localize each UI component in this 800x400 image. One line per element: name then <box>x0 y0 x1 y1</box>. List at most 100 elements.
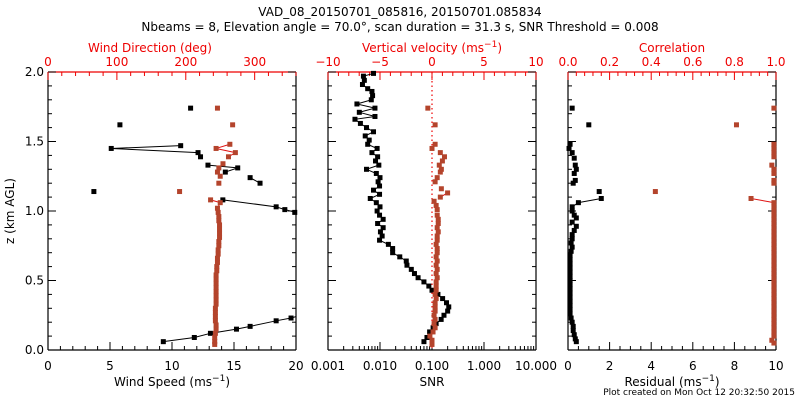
data-point <box>232 150 238 156</box>
data-point <box>273 318 279 324</box>
data-point <box>427 333 433 339</box>
figure-title: VAD_08_20150701_085816, 20150701.085834 <box>258 5 541 19</box>
data-point <box>424 334 430 340</box>
data-point <box>434 250 440 256</box>
x2-tick-label: −5 <box>371 55 389 69</box>
data-point <box>566 145 572 151</box>
y-axis-title: z (km AGL) <box>3 178 17 244</box>
data-point <box>212 339 218 345</box>
data-point <box>369 150 375 156</box>
data-point <box>567 261 573 267</box>
data-point <box>212 341 218 347</box>
data-point <box>215 251 221 257</box>
data-point <box>217 200 223 206</box>
data-point <box>371 187 377 193</box>
data-point <box>434 237 440 243</box>
data-point <box>377 183 383 189</box>
data-point <box>596 189 602 195</box>
panel-snr: 0.001 0.010 0.100 1.000 10.000 SNR −10 −5 0 5 10 Ve… <box>311 40 557 389</box>
x-tick-label: 6 <box>689 359 697 373</box>
data-point <box>569 236 575 242</box>
data-point <box>365 86 371 92</box>
data-point <box>377 237 383 243</box>
data-point <box>771 283 777 289</box>
x-axis-title: SNR <box>420 375 445 389</box>
x2-tick-label: 100 <box>105 55 128 69</box>
data-point <box>431 198 437 204</box>
data-point <box>213 297 219 303</box>
data-point <box>371 129 377 135</box>
data-point <box>354 101 360 107</box>
x2-tick-label: 0 <box>44 55 52 69</box>
data-point <box>771 237 777 243</box>
data-point <box>568 248 574 254</box>
data-point <box>216 165 222 171</box>
x-tick-label: 0 <box>564 359 572 373</box>
data-point <box>214 259 220 265</box>
series-segment <box>750 197 775 204</box>
data-point <box>359 82 365 88</box>
data-point <box>370 93 376 99</box>
data-point <box>771 225 777 231</box>
data-point <box>435 216 441 222</box>
data-point <box>360 73 366 79</box>
data-point <box>436 162 442 168</box>
data-point <box>177 189 183 195</box>
data-point <box>371 70 377 76</box>
data-point <box>374 208 380 214</box>
data-point <box>377 204 383 210</box>
x2-tick-label: 5 <box>480 55 488 69</box>
data-point <box>771 177 777 183</box>
data-point <box>432 122 438 128</box>
data-point <box>217 226 223 232</box>
data-point <box>212 318 218 324</box>
data-point <box>366 137 372 143</box>
data-point <box>212 305 218 311</box>
x2-axis-title: Correlation <box>639 41 705 55</box>
data-point <box>352 116 358 122</box>
data-point <box>771 154 777 160</box>
x2-tick-label: 10 <box>528 55 543 69</box>
data-point <box>567 278 573 283</box>
x2-tick-label: 0.8 <box>725 55 744 69</box>
data-point <box>569 208 575 214</box>
data-point <box>282 207 288 213</box>
data-point <box>379 233 385 239</box>
data-point <box>438 316 444 322</box>
data-point <box>573 339 579 345</box>
x-axis-title: Wind Speed (ms−1) <box>114 374 230 389</box>
data-point <box>571 170 577 176</box>
data-point <box>748 195 754 201</box>
data-point <box>362 133 368 139</box>
data-point <box>397 254 403 260</box>
series-vertical-velocity <box>425 105 451 347</box>
data-point <box>212 314 218 320</box>
data-point <box>439 158 445 164</box>
data-point <box>771 105 777 111</box>
data-point <box>771 316 777 322</box>
data-point <box>432 308 438 314</box>
data-point <box>569 319 575 325</box>
data-point <box>569 219 575 225</box>
data-point <box>117 122 123 128</box>
data-point <box>433 279 439 285</box>
data-point <box>771 304 777 310</box>
data-point <box>771 312 777 318</box>
data-point <box>429 287 435 293</box>
data-point <box>385 241 391 247</box>
data-point <box>213 284 219 290</box>
data-point <box>217 234 223 240</box>
data-point <box>771 340 777 346</box>
data-point <box>365 141 371 147</box>
data-point <box>377 229 383 235</box>
data-point <box>214 169 220 175</box>
data-point <box>435 221 441 227</box>
data-point <box>569 150 575 156</box>
data-point <box>377 191 383 197</box>
data-point <box>434 258 440 264</box>
x-tick-label: 10 <box>164 359 179 373</box>
data-point <box>225 154 231 160</box>
series-segment <box>194 332 211 338</box>
x2-tick-label: 0.6 <box>683 55 702 69</box>
data-point <box>429 341 435 347</box>
